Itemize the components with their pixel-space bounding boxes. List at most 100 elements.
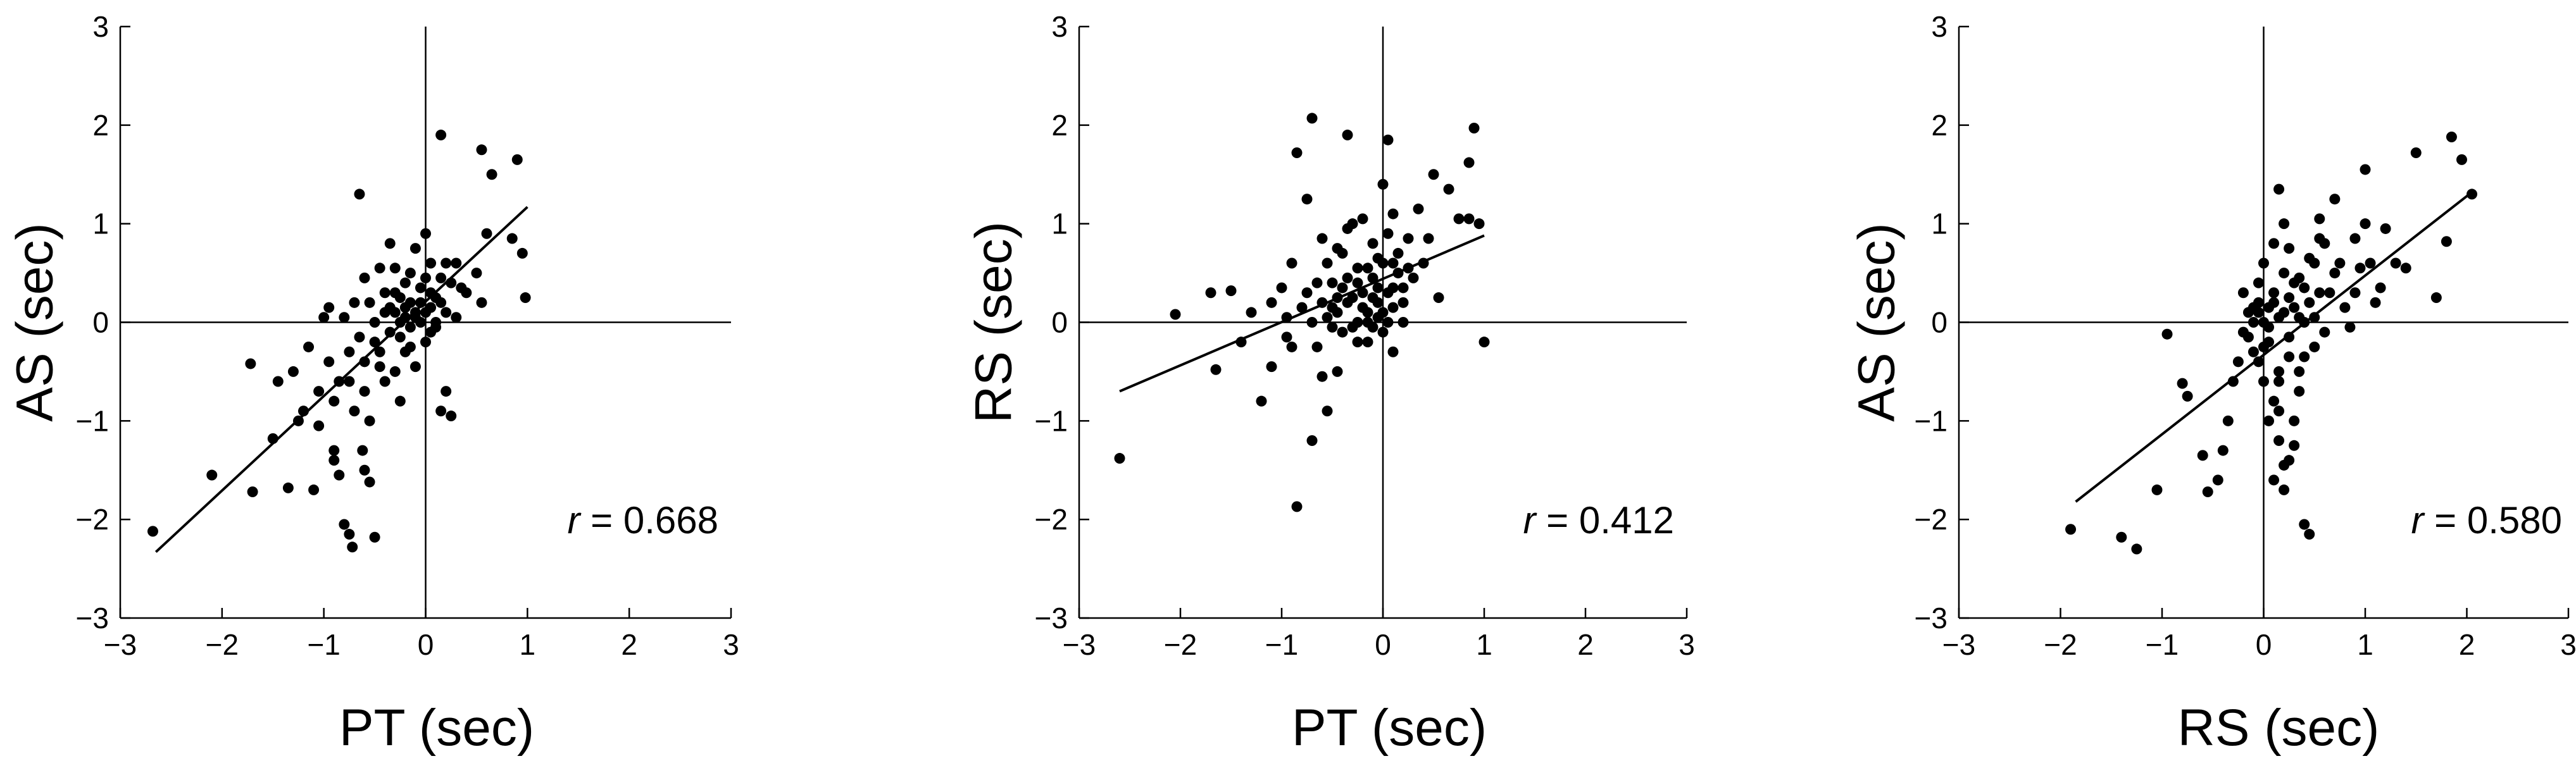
- data-point: [1387, 346, 1399, 357]
- data-point: [1327, 321, 1338, 333]
- chart-panel-1: −3 −2 −1 0 1 2 3 −3 −2 −1 0 1 2 3 PT (sec) AS (sec) r = …: [6, 10, 739, 757]
- data-point: [451, 257, 462, 269]
- data-point: [1357, 302, 1368, 313]
- data-point: [369, 531, 380, 543]
- correlation-label: r = 0.580: [2411, 499, 2562, 541]
- data-point: [2284, 243, 2295, 254]
- data-point: [2268, 474, 2280, 486]
- data-point: [1382, 228, 1394, 239]
- data-point: [1266, 297, 1277, 308]
- data-point: [2370, 297, 2381, 308]
- data-point: [339, 519, 350, 530]
- data-point: [1403, 233, 1414, 244]
- data-point: [374, 346, 385, 357]
- data-point: [328, 455, 340, 466]
- correlation-value: = 0.668: [580, 499, 718, 541]
- data-point: [425, 302, 437, 313]
- data-point: [328, 395, 340, 407]
- data-point: [1352, 263, 1363, 274]
- data-point: [313, 420, 325, 431]
- data-point: [364, 297, 375, 308]
- chart-panel-3: −3 −2 −1 0 1 2 3 −3 −2 −1 0 1 2 3 RS (sec) AS (sec) r = …: [1848, 10, 2576, 757]
- data-point: [2304, 252, 2315, 264]
- data-point: [344, 346, 355, 357]
- data-point: [1286, 341, 1297, 352]
- data-point: [206, 469, 218, 481]
- data-point: [369, 317, 380, 328]
- data-point: [334, 469, 345, 481]
- data-point: [303, 341, 315, 352]
- data-point: [2151, 484, 2163, 495]
- data-point: [1479, 337, 1490, 348]
- data-point: [374, 361, 385, 373]
- data-point: [2360, 218, 2371, 230]
- data-point: [2222, 415, 2234, 426]
- data-point: [1301, 194, 1313, 205]
- data-point: [1342, 297, 1353, 308]
- data-point: [2232, 356, 2244, 368]
- data-point: [2263, 415, 2275, 426]
- data-point: [384, 238, 396, 249]
- data-point: [389, 263, 401, 274]
- data-point: [272, 376, 284, 387]
- data-point: [2268, 395, 2280, 407]
- data-point: [1296, 302, 1308, 313]
- x-tick-label: 0: [418, 628, 434, 661]
- data-point: [410, 243, 421, 254]
- data-point: [476, 297, 487, 308]
- data-point: [379, 376, 391, 387]
- data-point: [287, 366, 299, 377]
- data-point: [2253, 356, 2264, 368]
- y-tick-label: 0: [92, 306, 109, 339]
- regression-line: [2075, 191, 2473, 503]
- data-point: [2289, 302, 2300, 313]
- data-point: [1352, 277, 1363, 288]
- data-point: [1357, 213, 1368, 225]
- data-point: [2182, 390, 2193, 402]
- data-point: [339, 312, 350, 323]
- y-tick-label: 2: [1931, 109, 1948, 142]
- data-point: [1357, 287, 1368, 299]
- data-point: [1433, 292, 1444, 304]
- data-point: [506, 233, 518, 244]
- data-point: [1311, 341, 1323, 352]
- x-tick-label: 0: [2256, 628, 2272, 661]
- correlation-symbol: r: [567, 499, 581, 541]
- data-point: [2263, 321, 2275, 333]
- data-point: [394, 292, 406, 304]
- data-point: [2375, 282, 2386, 294]
- y-tick-label: 1: [1931, 207, 1948, 240]
- data-point: [441, 386, 452, 397]
- y-tick-label: 0: [1051, 306, 1068, 339]
- data-point: [364, 415, 375, 426]
- x-tick-label: 1: [1476, 628, 1492, 661]
- data-point: [410, 361, 421, 373]
- data-point: [404, 321, 416, 333]
- data-point: [1266, 361, 1277, 373]
- x-tick-label: −2: [206, 628, 239, 661]
- data-point: [354, 189, 365, 200]
- y-tick-label: 0: [1931, 306, 1948, 339]
- data-point: [2329, 194, 2341, 205]
- data-point: [1306, 113, 1318, 124]
- data-point: [420, 272, 431, 283]
- y-tick-label: −2: [1035, 503, 1068, 536]
- data-point: [1473, 218, 1485, 230]
- data-point: [420, 337, 431, 348]
- data-point: [2273, 435, 2285, 446]
- data-point: [2349, 233, 2361, 244]
- data-point: [1347, 218, 1358, 230]
- data-point: [1311, 277, 1323, 288]
- data-point: [1413, 203, 1424, 214]
- data-point: [1256, 395, 1267, 407]
- data-point: [1322, 257, 1333, 269]
- data-point: [1367, 292, 1379, 304]
- data-point: [435, 405, 447, 417]
- data-point: [1225, 285, 1237, 297]
- data-point: [354, 331, 365, 343]
- y-tick-label: 3: [1931, 10, 1948, 43]
- data-point: [2279, 459, 2290, 471]
- data-point: [2339, 302, 2351, 313]
- data-point: [1377, 307, 1389, 318]
- data-point: [1332, 366, 1343, 377]
